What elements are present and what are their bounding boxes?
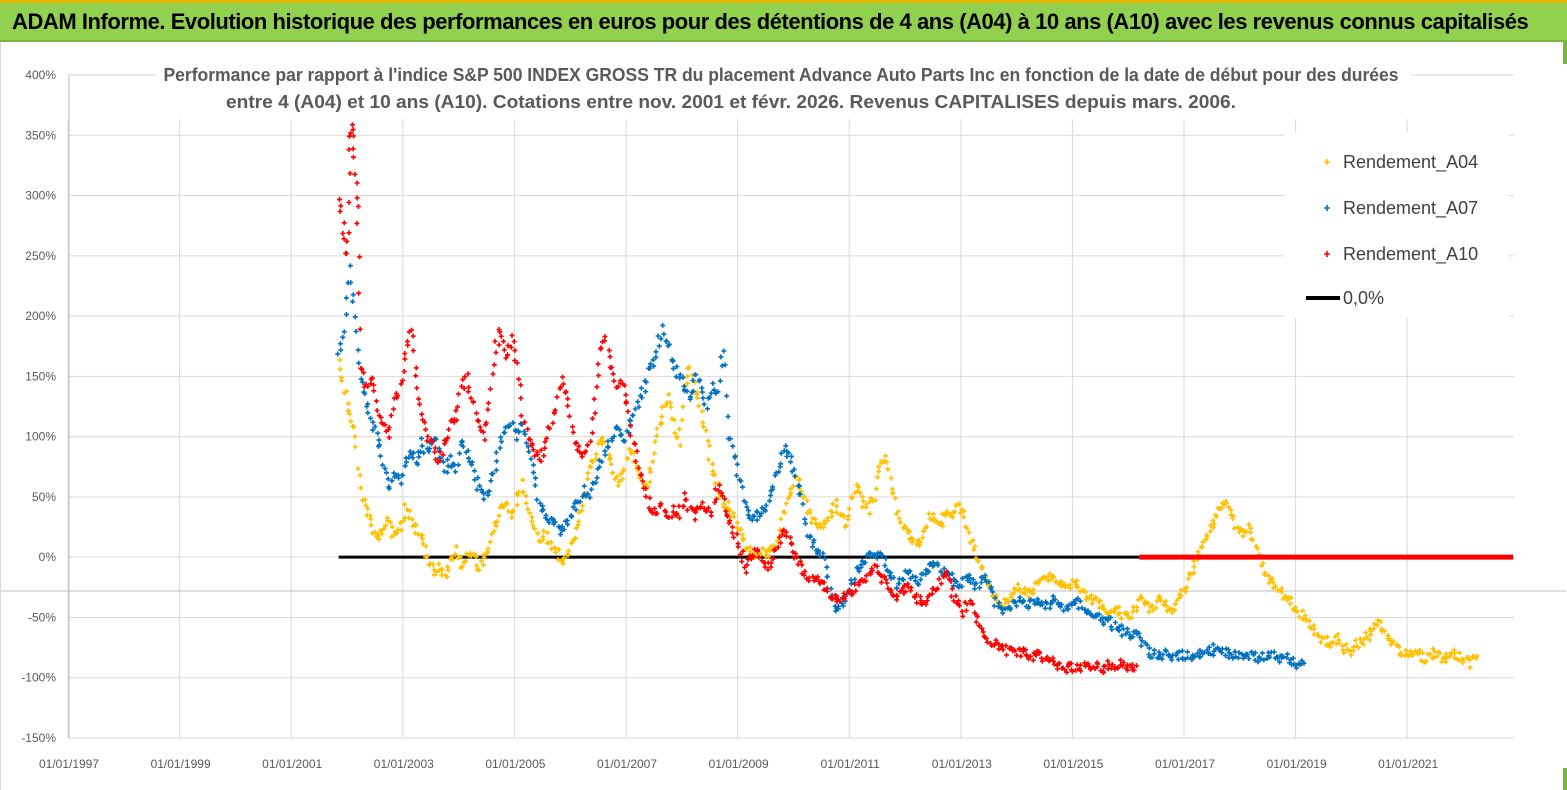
legend-box [1284,132,1509,318]
x-tick-label: 01/01/2005 [485,757,545,771]
chart-title-block: Performance par rapport à l'indice S&P 5… [156,61,1411,119]
y-tick-label: 50% [32,490,56,504]
frame-corner-mark [1563,42,1567,64]
x-tick-label: 01/01/2019 [1267,757,1327,771]
frame-corner-mark [1563,768,1567,790]
y-tick-label: -150% [21,731,56,745]
legend-label: Rendement_A07 [1343,198,1478,219]
legend-marker [1324,251,1330,257]
page-title: ADAM Informe. Evolution historique des p… [12,9,1529,34]
y-tick-label: 150% [25,369,56,383]
y-tick-label: 0% [39,550,57,564]
x-tick-label: 01/01/2013 [932,757,992,771]
series-rendement-a07 [335,263,1307,671]
x-tick-label: 01/01/2009 [709,757,769,771]
legend-marker [1324,159,1330,165]
chart-title-line-1: Performance par rapport à l'indice S&P 5… [164,65,1399,85]
x-tick-label: 01/01/2001 [262,757,322,771]
y-tick-label: 400% [25,68,56,82]
series-point-marks [335,263,1307,671]
x-tick-label: 01/01/2011 [821,757,880,771]
grid-lines [1,74,1566,739]
x-tick-label: 01/01/2015 [1043,757,1103,771]
series-rendement-a04 [337,357,1480,671]
legend: Rendement_A04 Rendement_A07 Rendement_A10 0… [1284,132,1509,318]
y-tick-label: -100% [21,671,56,685]
y-tick-label: 300% [25,189,56,203]
header-banner: ADAM Informe. Evolution historique des p… [0,0,1567,42]
legend-label: 0,0% [1343,288,1384,308]
series-rendement-a10 [337,122,1514,676]
y-tick-label: 350% [25,128,56,142]
chart-svg: 400% 350% 300% 250% 200% 150% 100% 50% 0% -50% -10… [1,61,1566,771]
series-point-marks [337,357,1480,671]
x-tick-label: 01/01/2017 [1155,757,1215,771]
legend-label: Rendement_A10 [1343,244,1478,265]
legend-label: Rendement_A04 [1343,152,1478,173]
x-tick-label: 01/01/2007 [597,757,657,771]
series-point-marks [337,122,1140,676]
chart-area: 400% 350% 300% 250% 200% 150% 100% 50% 0% -50% -10… [0,42,1567,790]
y-tick-label: 200% [25,309,56,323]
x-tick-label: 01/01/2003 [374,757,434,771]
axis-labels: 400% 350% 300% 250% 200% 150% 100% 50% 0% -50% -10… [21,68,1438,771]
y-tick-label: 100% [25,430,56,444]
series-layer [335,122,1514,676]
x-tick-label: 01/01/1999 [151,757,211,771]
y-tick-label: -50% [28,610,56,624]
chart-title-line-2: entre 4 (A04) et 10 ans (A10). Cotations… [226,92,1236,112]
x-tick-label: 01/01/1997 [39,757,99,771]
x-tick-label: 01/01/2021 [1378,757,1438,771]
legend-marker [1324,205,1330,211]
y-tick-label: 250% [25,249,56,263]
